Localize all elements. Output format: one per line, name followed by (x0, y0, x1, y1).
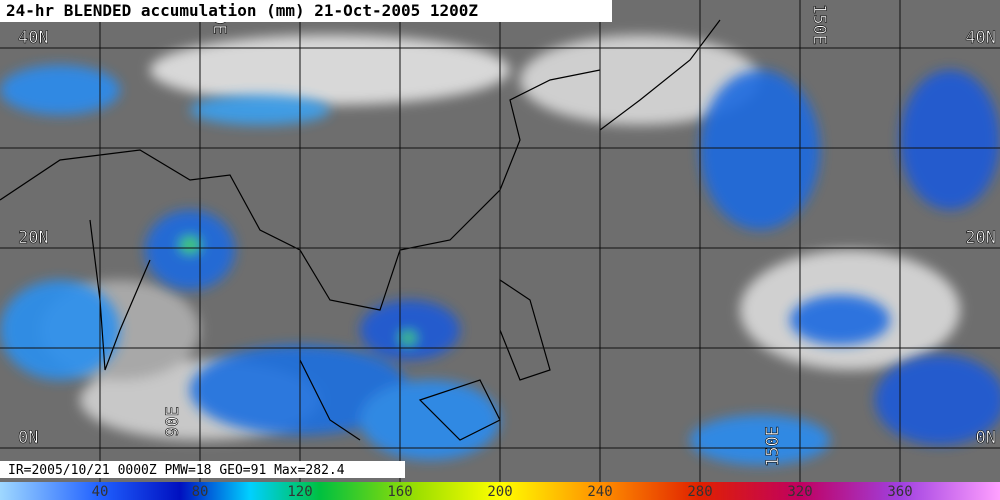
lat-label: 40N (965, 28, 996, 48)
colorbar-tick-label: 40 (92, 484, 109, 500)
rain-area (690, 415, 830, 465)
coastlines (0, 19, 721, 441)
colorbar-tick-label: 200 (487, 484, 512, 500)
coastline (599, 19, 721, 131)
rain-area (0, 65, 120, 115)
colorbar-tick-label: 160 (387, 484, 412, 500)
colorbar-tick-label: 360 (887, 484, 912, 500)
rain-area (360, 300, 460, 360)
lat-label: 20N (18, 228, 49, 248)
lon-label: 150E (763, 426, 783, 467)
rain-area (900, 70, 1000, 210)
rain-area (190, 95, 330, 125)
colorbar-tick-label: 80 (192, 484, 209, 500)
lat-label: 20N (965, 228, 996, 248)
footer-box (0, 461, 405, 478)
colorbar-tick-label: 320 (787, 484, 812, 500)
rain-area (700, 70, 820, 230)
colorbar-tick-label: 280 (687, 484, 712, 500)
colorbar (0, 482, 1000, 500)
coastline (89, 219, 151, 371)
lat-label: 40N (18, 28, 49, 48)
rain-core (400, 332, 416, 344)
rain-core (180, 237, 200, 253)
footer-info: IR=2005/10/21 0000Z PMW=18 GEO=91 Max=28… (8, 463, 345, 478)
cloud (150, 35, 510, 105)
lat-label: 0N (18, 428, 38, 448)
title: 24-hr BLENDED accumulation (mm) 21-Oct-2… (6, 1, 478, 20)
rain-area (360, 380, 500, 460)
precipitation (0, 65, 1000, 465)
rain-area (790, 295, 890, 345)
title-box (0, 0, 612, 22)
lat-label: 0N (976, 428, 996, 448)
lon-label: 90E (163, 406, 183, 437)
colorbar-ticks: 40 80 120 160 200 240 280 320 360 (92, 484, 913, 500)
coastline (0, 69, 601, 311)
rain-area (0, 280, 120, 380)
colorbar-tick-label: 120 (287, 484, 312, 500)
rain-area (875, 355, 1000, 445)
graticule (0, 0, 1000, 482)
colorbar-tick-label: 240 (587, 484, 612, 500)
lon-label: 150E (809, 4, 829, 45)
